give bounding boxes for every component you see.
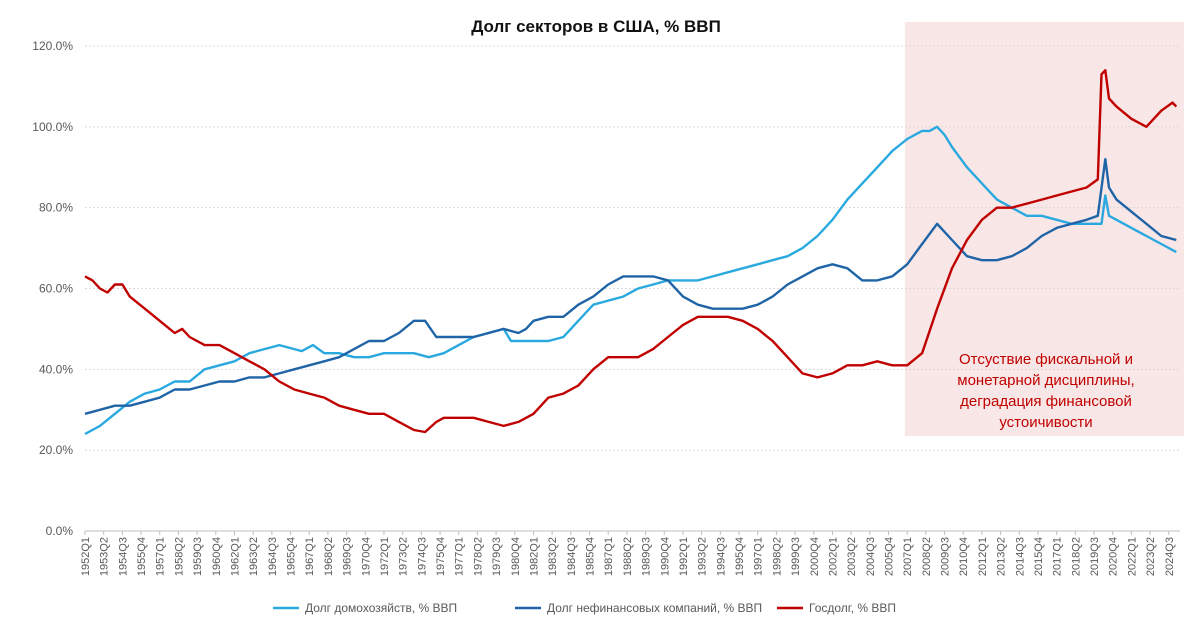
x-tick-label: 2009Q3 — [940, 537, 952, 576]
x-tick-label: 1998Q2 — [771, 537, 783, 576]
x-tick-label: 2004Q3 — [865, 537, 877, 576]
x-tick-label: 1992Q1 — [678, 537, 690, 576]
x-tick-label: 1989Q3 — [641, 537, 653, 576]
x-tick-label: 2010Q4 — [958, 537, 970, 576]
y-axis: 0.0% 20.0% 40.0% 60.0% 80.0% 100.0% 120.0% — [32, 39, 73, 538]
legend: Долг домохозяйств, % ВВП Долг нефинансовы… — [273, 601, 896, 615]
x-tick-label: 2018Q2 — [1070, 537, 1082, 576]
x-tick-label: 1965Q4 — [286, 537, 298, 576]
y-tick-label: 100.0% — [32, 120, 73, 134]
annotation-line: деградация финансовой — [960, 393, 1132, 410]
x-tick-label: 1979Q3 — [491, 537, 503, 576]
x-tick-label: 1962Q1 — [229, 537, 241, 576]
x-tick-label: 1954Q3 — [117, 537, 129, 576]
x-axis: 1952Q1 1953Q2 1954Q3 1955Q4 1957Q1 1958Q2 1959… — [80, 531, 1176, 576]
annotation-line: монетарной дисциплины, — [957, 372, 1134, 389]
x-tick-label: 1975Q4 — [435, 537, 447, 576]
x-tick-label: 2005Q4 — [883, 537, 895, 576]
x-tick-label: 1963Q2 — [248, 537, 260, 576]
x-tick-label: 1997Q1 — [753, 537, 765, 576]
legend-label-0: Долг домохозяйств, % ВВП — [305, 601, 457, 615]
x-tick-label: 2022Q1 — [1126, 537, 1138, 576]
x-tick-label: 2014Q3 — [1014, 537, 1026, 576]
x-tick-label: 2023Q2 — [1145, 537, 1157, 576]
x-tick-label: 2003Q2 — [846, 537, 858, 576]
y-tick-label: 60.0% — [39, 282, 73, 296]
y-tick-label: 80.0% — [39, 201, 73, 215]
x-tick-label: 1988Q2 — [622, 537, 634, 576]
series-line-2 — [84, 69, 1178, 434]
y-tick-label: 40.0% — [39, 362, 73, 376]
x-tick-label: 2019Q3 — [1089, 537, 1101, 576]
x-tick-label: 1974Q3 — [416, 537, 428, 576]
x-tick-label: 1978Q2 — [472, 537, 484, 576]
x-tick-label: 1960Q4 — [211, 537, 223, 576]
x-tick-label: 2015Q4 — [1033, 537, 1045, 576]
x-tick-label: 1977Q1 — [454, 537, 466, 576]
x-tick-label: 1967Q1 — [304, 537, 316, 576]
x-tick-label: 2002Q1 — [827, 537, 839, 576]
legend-label-1: Долг нефинансовых компаний, % ВВП — [547, 601, 762, 615]
annotation: Отсуствие фискальной и монетарной дисципл… — [957, 351, 1134, 431]
x-tick-label: 1990Q4 — [659, 537, 671, 576]
x-tick-label: 1955Q4 — [136, 537, 148, 576]
x-tick-label: 1994Q3 — [715, 537, 727, 576]
x-tick-label: 1983Q2 — [547, 537, 559, 576]
x-tick-label: 1968Q2 — [323, 537, 335, 576]
x-tick-label: 1980Q4 — [510, 537, 522, 576]
series-lines — [84, 69, 1178, 436]
x-tick-label: 1982Q1 — [528, 537, 540, 576]
x-tick-label: 1987Q1 — [603, 537, 615, 576]
x-tick-label: 1970Q4 — [360, 537, 372, 576]
series-line-1 — [84, 158, 1177, 415]
x-tick-label: 2024Q3 — [1164, 537, 1176, 576]
x-tick-label: 1969Q3 — [342, 537, 354, 576]
x-tick-label: 1958Q2 — [173, 537, 185, 576]
x-tick-label: 1964Q3 — [267, 537, 279, 576]
x-tick-label: 1993Q2 — [697, 537, 709, 576]
annotation-line: Отсуствие фискальной и — [959, 351, 1133, 368]
x-tick-label: 2020Q4 — [1108, 537, 1120, 576]
y-tick-label: 0.0% — [46, 524, 74, 538]
chart-title: Долг секторов в США, % ВВП — [471, 17, 721, 36]
x-tick-label: 1959Q3 — [192, 537, 204, 576]
x-tick-label: 2013Q2 — [996, 537, 1008, 576]
x-tick-label: 1952Q1 — [80, 537, 92, 576]
x-tick-label: 1973Q2 — [398, 537, 410, 576]
shaded-region — [904, 22, 1184, 436]
series-line-0 — [84, 125, 1177, 436]
y-tick-label: 120.0% — [32, 39, 73, 53]
x-tick-label: 1957Q1 — [155, 537, 167, 576]
x-tick-label: 1995Q4 — [734, 537, 746, 576]
y-tick-label: 20.0% — [39, 443, 73, 457]
x-tick-label: 1953Q2 — [99, 537, 111, 576]
x-tick-label: 1985Q4 — [585, 537, 597, 576]
x-tick-label: 1972Q1 — [379, 537, 391, 576]
x-tick-label: 2017Q1 — [1052, 537, 1064, 576]
legend-label-2: Госдолг, % ВВП — [809, 601, 896, 615]
annotation-line: устоичивости — [999, 414, 1092, 431]
x-tick-label: 2007Q1 — [902, 537, 914, 576]
x-tick-label: 2012Q1 — [977, 537, 989, 576]
x-tick-label: 2000Q4 — [809, 537, 821, 576]
x-tick-label: 1984Q3 — [566, 537, 578, 576]
x-tick-label: 2008Q2 — [921, 537, 933, 576]
x-tick-label: 1999Q3 — [790, 537, 802, 576]
